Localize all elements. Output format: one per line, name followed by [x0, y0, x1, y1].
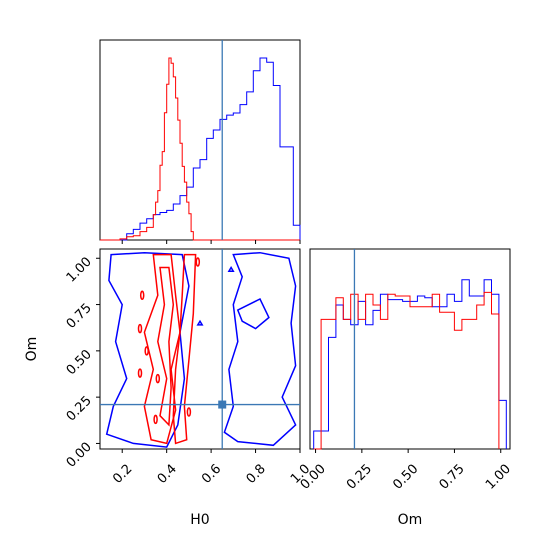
h0-xtick-label-1: 0.4 [155, 462, 180, 487]
contour-blue-right-inner [236, 297, 270, 330]
om-xtick-label-2: 0.50 [390, 462, 421, 493]
truth-marker [218, 400, 227, 409]
contour-red-blob-2 [144, 346, 149, 356]
om-histograms [313, 279, 507, 450]
h0-xtick-label-0: 0.2 [110, 462, 135, 487]
h0-xtick-label-3: 0.8 [244, 462, 269, 487]
contour-red-blob-6 [186, 407, 192, 417]
h0-xlabel: H0 [190, 512, 209, 528]
om-ytick-label-3: 0.75 [64, 301, 95, 332]
h0-marginal-panel [99, 39, 301, 241]
contour-blue-dot-1 [227, 266, 235, 272]
contour-red-inner [157, 266, 175, 427]
om-hist-series-1 [313, 291, 500, 450]
om-xlabel: Om [398, 512, 423, 528]
contour-blue-left [105, 251, 190, 448]
om-ylabel: Om [24, 337, 40, 362]
om-xtick-label-4: 1.00 [483, 462, 514, 493]
contour-red-outer [143, 253, 181, 445]
h0-xtick-label-2: 0.6 [199, 462, 224, 487]
contour-red-blob-5 [153, 414, 158, 425]
contour-red-blob-4 [155, 373, 161, 384]
om-xtick-label-1: 0.25 [344, 462, 375, 493]
contour-red-blob-0 [139, 290, 145, 301]
joint-contours [105, 251, 297, 448]
contour-blue-dot-2 [196, 319, 204, 326]
h0-histograms [100, 57, 301, 241]
om-xtick-label-3: 0.75 [437, 462, 468, 493]
axis-ticks: 0.2 0.4 0.6 0.8 1.00.000.000.250.250.500.500… [64, 240, 514, 493]
h0-om-joint-panel [99, 248, 301, 450]
om-marginal-panel [309, 248, 511, 450]
contour-red-blob-3 [137, 368, 143, 378]
om-ytick-label-4: 1.00 [64, 254, 95, 285]
om-ytick-label-2: 0.50 [64, 347, 95, 378]
contour-red-right [172, 253, 197, 445]
contour-blue-right [223, 251, 297, 447]
contour-red-blob-7 [195, 257, 201, 267]
h0-hist-series-1 [100, 57, 300, 241]
om-ytick-label-1: 0.25 [64, 393, 95, 424]
h0-hist-series-0 [100, 57, 301, 241]
truth-lines [100, 40, 356, 449]
contour-red-blob-1 [137, 323, 143, 334]
om-ytick-label-0: 0.00 [64, 440, 95, 471]
